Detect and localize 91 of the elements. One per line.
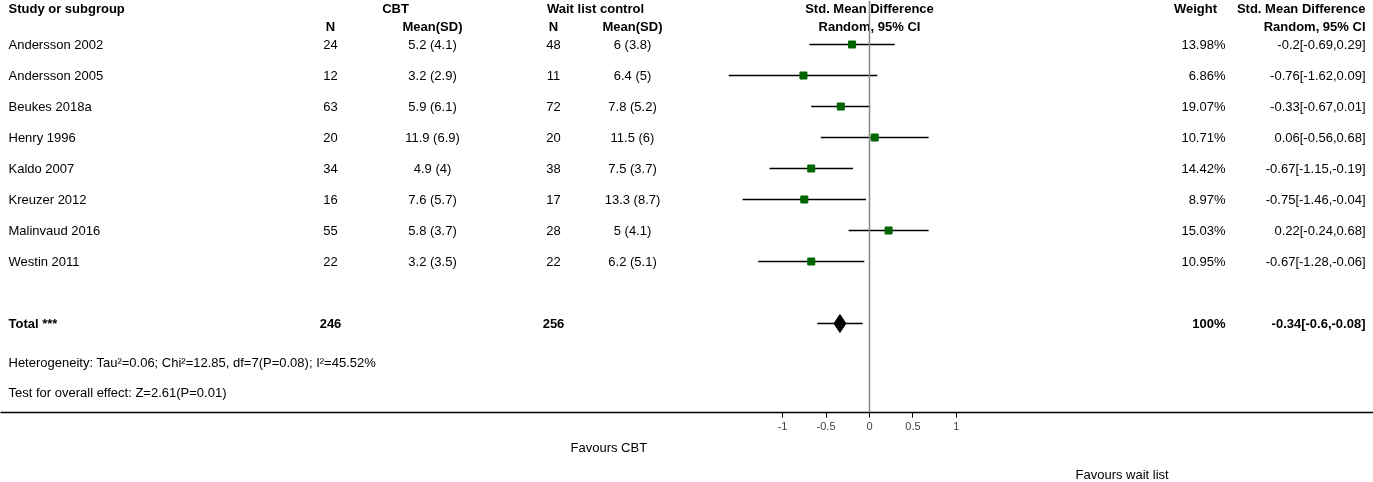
annotation: 38 bbox=[546, 161, 561, 176]
annotation: 12 bbox=[323, 68, 338, 83]
annotation: 13.3 (8.7) bbox=[604, 192, 661, 207]
text: Study or subgroup bbox=[8, 1, 125, 16]
annotation: 8.97% bbox=[1188, 192, 1226, 207]
annotation: 5.9 (6.1) bbox=[408, 99, 457, 114]
annotation: 3.2 (2.9) bbox=[408, 68, 457, 83]
annotation: -0.2[-0.69,0.29] bbox=[1277, 37, 1366, 52]
annotation: 20 bbox=[323, 130, 338, 145]
annotation: 22 bbox=[546, 254, 561, 269]
annotation: 256 bbox=[542, 316, 565, 331]
annotation: -0.34[-0.6,-0.08] bbox=[1271, 316, 1366, 331]
annotation: -0.75[-1.46,-0.04] bbox=[1265, 192, 1366, 207]
text: Std. Mean Difference bbox=[805, 1, 934, 16]
y-tick-label: Henry 1996 bbox=[8, 130, 76, 145]
text: Heterogeneity: Tau²=0.06; Chi²=12.85, df=7(P=0.08); I²=45.52% bbox=[8, 355, 377, 370]
annotation: 10.95% bbox=[1181, 254, 1226, 269]
point bbox=[800, 195, 809, 204]
annotation: 100% bbox=[1192, 316, 1226, 331]
annotation: 7.8 (5.2) bbox=[608, 99, 657, 114]
annotation: 5.2 (4.1) bbox=[408, 37, 457, 52]
annotation: 63 bbox=[323, 99, 338, 114]
text: Wait list control bbox=[546, 1, 645, 16]
annotation: 72 bbox=[546, 99, 561, 114]
text: N bbox=[548, 19, 559, 34]
annotation: 14.42% bbox=[1181, 161, 1226, 176]
annotation: -0.67[-1.28,-0.06] bbox=[1265, 254, 1366, 269]
annotation: 6.86% bbox=[1188, 68, 1226, 83]
annotation: 13.98% bbox=[1181, 37, 1226, 52]
point bbox=[870, 133, 879, 142]
point bbox=[807, 257, 816, 266]
annotation: 5.8 (3.7) bbox=[408, 223, 457, 238]
y-tick-label: Total *** bbox=[8, 316, 59, 331]
annotation: 48 bbox=[546, 37, 561, 52]
text: Favours CBT bbox=[570, 439, 648, 455]
point bbox=[848, 40, 857, 49]
annotation: 0.22[-0.24,0.68] bbox=[1274, 223, 1366, 238]
y-tick-label: Andersson 2005 bbox=[8, 68, 104, 83]
text: CBT bbox=[382, 1, 409, 16]
point bbox=[833, 314, 847, 333]
x-tick-label: 0 bbox=[866, 419, 873, 432]
point bbox=[884, 226, 893, 235]
annotation: 246 bbox=[319, 316, 342, 331]
y-tick-label: Beukes 2018a bbox=[8, 99, 93, 114]
annotation: 11.5 (6) bbox=[610, 130, 655, 145]
annotation: 5 (4.1) bbox=[613, 223, 652, 238]
annotation: 4.9 (4) bbox=[413, 161, 452, 176]
x-tick-label: -0.5 bbox=[816, 419, 836, 432]
annotation: 17 bbox=[546, 192, 561, 207]
point bbox=[799, 71, 808, 80]
point bbox=[836, 102, 845, 111]
annotation: 11.9 (6.9) bbox=[405, 130, 460, 145]
point bbox=[807, 164, 816, 173]
annotation: 6.2 (5.1) bbox=[608, 254, 657, 269]
annotation: 24 bbox=[323, 37, 338, 52]
y-tick-label: Kaldo 2007 bbox=[8, 161, 75, 176]
annotation: 15.03% bbox=[1181, 223, 1226, 238]
annotation: -0.76[-1.62,0.09] bbox=[1270, 68, 1366, 83]
text: Mean(SD) bbox=[402, 19, 463, 34]
text: Favours wait list bbox=[1075, 466, 1170, 482]
annotation: 7.6 (5.7) bbox=[408, 192, 457, 207]
x-tick-label: -1 bbox=[777, 419, 788, 432]
text: Random, 95% CI bbox=[1263, 19, 1366, 34]
annotation: 55 bbox=[323, 223, 338, 238]
annotation: -0.33[-0.67,0.01] bbox=[1270, 99, 1366, 114]
y-tick-label: Westin 2011 bbox=[8, 254, 80, 269]
text: Mean(SD) bbox=[602, 19, 663, 34]
annotation: 10.71% bbox=[1181, 130, 1226, 145]
annotation: 22 bbox=[323, 254, 338, 269]
annotation: 6.4 (5) bbox=[613, 68, 652, 83]
annotation: 16 bbox=[323, 192, 338, 207]
text: Test for overall effect: Z=2.61(P=0.01) bbox=[8, 385, 227, 400]
annotation: 3.2 (3.5) bbox=[408, 254, 457, 269]
annotation: 20 bbox=[546, 130, 561, 145]
y-tick-label: Kreuzer 2012 bbox=[8, 192, 87, 207]
y-tick-label: Andersson 2002 bbox=[8, 37, 104, 52]
text: Weight bbox=[1173, 1, 1218, 16]
annotation: 7.5 (3.7) bbox=[608, 161, 657, 176]
x-tick-label: 1 bbox=[953, 419, 960, 432]
annotation: 34 bbox=[323, 161, 338, 176]
text: N bbox=[325, 19, 336, 34]
annotation: 6 (3.8) bbox=[613, 37, 652, 52]
x-tick-label: 0.5 bbox=[905, 419, 921, 432]
annotation: 11 bbox=[546, 68, 561, 83]
text: Random, 95% CI bbox=[818, 19, 921, 34]
annotation: -0.67[-1.15,-0.19] bbox=[1265, 161, 1366, 176]
annotation: 28 bbox=[546, 223, 561, 238]
annotation: 0.06[-0.56,0.68] bbox=[1274, 130, 1366, 145]
text: Std. Mean Difference bbox=[1236, 1, 1366, 16]
annotation: 19.07% bbox=[1181, 99, 1226, 114]
y-tick-label: Malinvaud 2016 bbox=[8, 223, 101, 238]
